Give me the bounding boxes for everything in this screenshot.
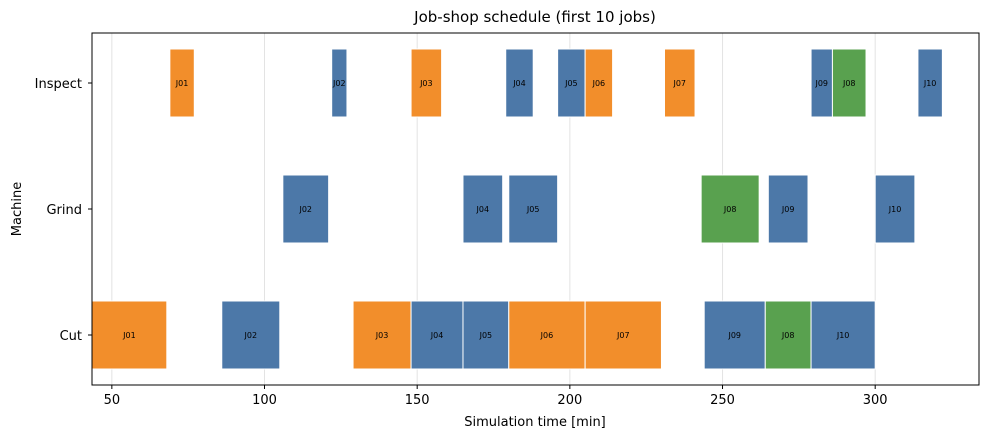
task-label: J05 xyxy=(479,331,493,340)
task-bar-cut-j09 xyxy=(703,300,766,370)
x-tick-label: 250 xyxy=(710,393,735,408)
task-label: J07 xyxy=(672,79,686,88)
x-tick-label: 300 xyxy=(863,393,888,408)
task-bar-inspect-j05 xyxy=(557,48,586,118)
x-axis-ticks: 50 100 150 200 250 300 xyxy=(104,385,888,408)
task-bar-grind-j10 xyxy=(874,174,916,244)
x-tick-label: 100 xyxy=(252,393,277,408)
y-tick-label-cut: Cut xyxy=(60,329,82,344)
task-bar-grind-j04 xyxy=(462,174,504,244)
task-label: J04 xyxy=(430,331,444,340)
task-bar-grind-j08 xyxy=(700,174,760,244)
task-label: J01 xyxy=(122,331,136,340)
x-axis-label: Simulation time [min] xyxy=(464,415,606,430)
task-label: J02 xyxy=(332,79,346,88)
task-label: J05 xyxy=(564,79,578,88)
x-tick-label: 150 xyxy=(405,393,430,408)
task-label: J06 xyxy=(540,331,554,340)
task-bar-inspect-j06 xyxy=(584,48,614,118)
task-bar-cut-j01 xyxy=(91,300,168,370)
task-label: J07 xyxy=(616,331,630,340)
task-label: J10 xyxy=(836,331,850,340)
task-bars xyxy=(91,48,943,370)
task-label: J05 xyxy=(526,205,540,214)
x-tick-label: 200 xyxy=(557,393,582,408)
task-label: J06 xyxy=(592,79,606,88)
task-bar-cut-j03 xyxy=(352,300,412,370)
task-label: J02 xyxy=(244,331,258,340)
task-labels: J01 J02 J03 J04 J05 J06 J07 J09 J08 J10 J02 J04 J05 J… xyxy=(122,79,936,340)
task-bar-inspect-j10 xyxy=(917,48,943,118)
y-tick-label-inspect: Inspect xyxy=(35,77,82,92)
task-label: J09 xyxy=(781,205,795,214)
task-label: J03 xyxy=(375,331,389,340)
task-label: J03 xyxy=(419,79,433,88)
y-axis-label: Machine xyxy=(10,182,25,236)
task-label: J10 xyxy=(888,205,902,214)
chart-title: Job-shop schedule (first 10 jobs) xyxy=(413,8,656,26)
task-label: J04 xyxy=(512,79,526,88)
task-bar-cut-j06 xyxy=(508,300,586,370)
task-bar-cut-j02 xyxy=(221,300,281,370)
task-label: J08 xyxy=(723,205,737,214)
task-bar-inspect-j03 xyxy=(410,48,443,118)
task-bar-cut-j10 xyxy=(810,300,876,370)
task-bar-inspect-j08 xyxy=(831,48,867,118)
task-bar-grind-j02 xyxy=(282,174,330,244)
task-bar-inspect-j04 xyxy=(505,48,534,118)
task-bar-cut-j04 xyxy=(410,300,464,370)
task-label: J09 xyxy=(727,331,741,340)
task-bar-inspect-j07 xyxy=(664,48,696,118)
task-label: J09 xyxy=(814,79,828,88)
task-bar-inspect-j01 xyxy=(169,48,195,118)
task-bar-grind-j09 xyxy=(767,174,809,244)
task-bar-cut-j07 xyxy=(584,300,662,370)
task-label: J01 xyxy=(175,79,189,88)
task-label: J02 xyxy=(298,205,312,214)
x-tick-label: 50 xyxy=(104,393,121,408)
task-bar-inspect-j02 xyxy=(331,48,348,118)
task-label: J04 xyxy=(476,205,490,214)
y-tick-label-grind: Grind xyxy=(46,203,82,218)
task-label: J08 xyxy=(842,79,856,88)
task-label: J10 xyxy=(923,79,937,88)
y-axis-ticks: Cut Grind Inspect xyxy=(35,77,92,344)
task-bar-grind-j05 xyxy=(508,174,559,244)
task-label: J08 xyxy=(781,331,795,340)
